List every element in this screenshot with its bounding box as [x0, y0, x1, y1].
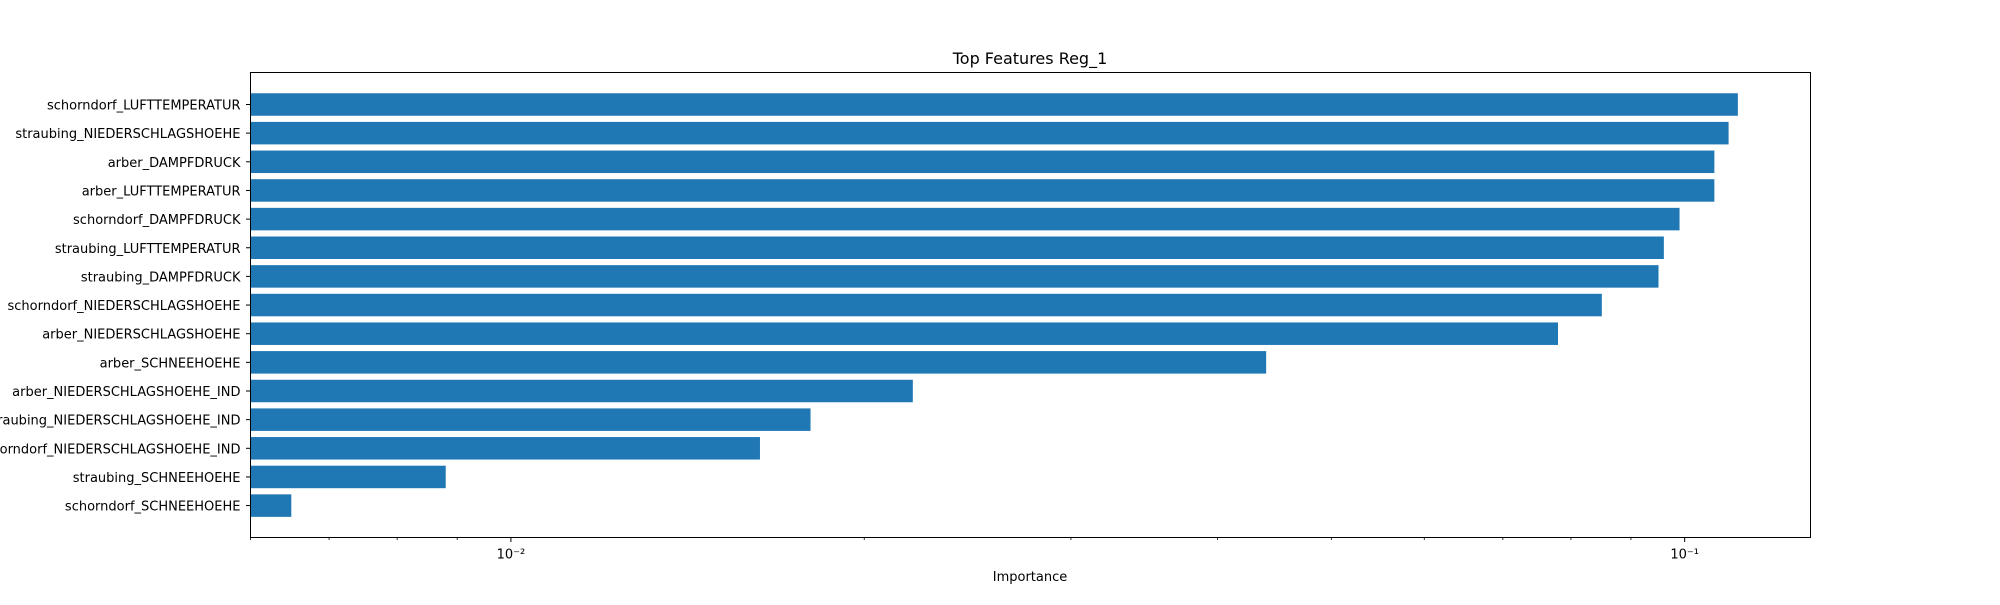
bar-schorndorf-schneehoehe: [250, 494, 292, 517]
category-label: straubing_NIEDERSCHLAGSHOEHE_IND: [0, 414, 241, 429]
category-label: arber_SCHNEEHOEHE: [100, 356, 241, 371]
bar-arber-niederschlagshoehe: [250, 322, 1559, 345]
bar-straubing-niederschlagshoehe: [250, 121, 1729, 145]
bar-schorndorf-dampfdruck: [250, 207, 1680, 231]
category-label: schorndorf_SCHNEEHOEHE: [65, 500, 241, 515]
category-label: straubing_SCHNEEHOEHE: [73, 471, 241, 486]
bar-arber-dampfdruck: [250, 150, 1715, 174]
category-label: straubing_LUFTTEMPERATUR: [55, 242, 241, 257]
category-label: straubing_DAMPFDRUCK: [81, 270, 241, 285]
bar-schorndorf-lufttemperatur: [250, 93, 1738, 116]
category-label: schorndorf_NIEDERSCHLAGSHOEHE: [8, 299, 241, 314]
x-axis-title: Importance: [993, 570, 1068, 585]
plot-frame: [250, 72, 1811, 538]
bar-schorndorf-niederschlagshoehe-ind: [250, 437, 760, 460]
category-label: arber_NIEDERSCHLAGSHOEHE: [42, 328, 240, 343]
bars-group: [250, 93, 1738, 517]
bar-straubing-niederschlagshoehe-ind: [250, 408, 811, 431]
category-label: straubing_NIEDERSCHLAGSHOEHE: [15, 127, 240, 142]
bar-arber-lufttemperatur: [250, 179, 1715, 202]
chart-title: Top Features Reg_1: [952, 49, 1108, 69]
bar-straubing-dampfdruck: [250, 265, 1659, 288]
category-label: schorndorf_DAMPFDRUCK: [73, 213, 241, 228]
x-tick-label: 10⁻¹: [1670, 548, 1699, 563]
x-ticks-group: 10⁻² 10⁻¹: [250, 537, 1699, 563]
bar-arber-niederschlagshoehe-ind: [250, 379, 913, 403]
category-label: arber_NIEDERSCHLAGSHOEHE_IND: [12, 385, 240, 400]
category-label: arber_LUFTTEMPERATUR: [82, 184, 241, 199]
bar-arber-schneehoehe: [250, 351, 1267, 374]
x-tick-label: 10⁻²: [497, 548, 526, 563]
category-label: arber_DAMPFDRUCK: [108, 156, 241, 171]
bar-straubing-schneehoehe: [250, 465, 446, 489]
bar-straubing-lufttemperatur: [250, 236, 1664, 259]
category-label: schorndorf_LUFTTEMPERATUR: [47, 99, 240, 114]
bar-schorndorf-niederschlagshoehe: [250, 293, 1602, 317]
category-label: schorndorf_NIEDERSCHLAGSHOEHE_IND: [0, 442, 241, 457]
category-labels-group: schorndorf_LUFTTEMPERATUR straubing_NIEDE…: [0, 99, 251, 515]
